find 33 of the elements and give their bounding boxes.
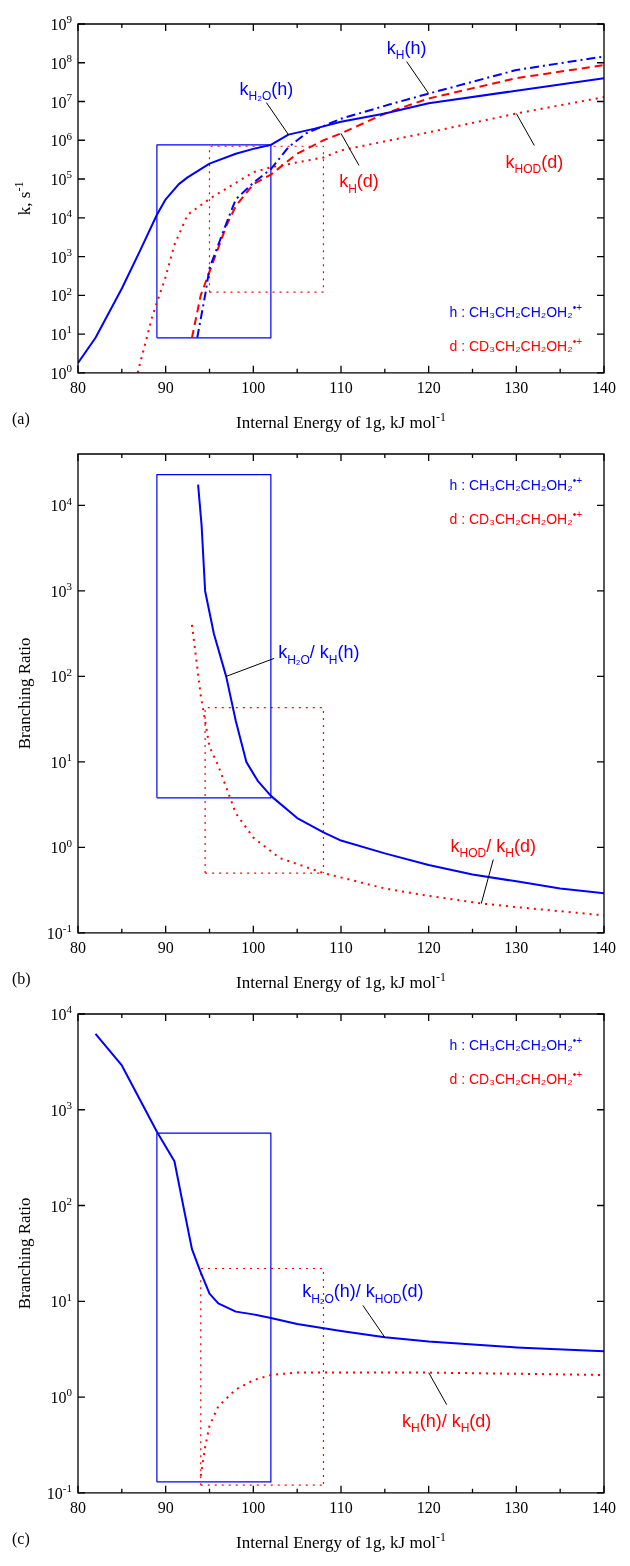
x-tick-label: 90 bbox=[157, 378, 174, 396]
x-tick-label: 90 bbox=[157, 1498, 174, 1516]
text: (b) bbox=[12, 970, 31, 988]
y-axis-title: Branching Ratio bbox=[15, 637, 34, 750]
annotation: d : CD₃CH₂CH₂OH₂•+ bbox=[449, 335, 583, 354]
text: (c) bbox=[12, 1530, 30, 1548]
x-tick-label: 110 bbox=[329, 938, 353, 956]
x-tick-label: 80 bbox=[70, 938, 86, 956]
x-tick-label: 110 bbox=[329, 378, 353, 396]
x-tick-label: 120 bbox=[416, 378, 441, 396]
x-tick-label: 120 bbox=[416, 938, 441, 956]
annotation: h : CH₃CH₂CH₂OH₂•+ bbox=[449, 475, 583, 493]
x-tick-label: 130 bbox=[504, 1498, 529, 1516]
x-tick-label: 100 bbox=[241, 378, 266, 396]
x-tick-label: 140 bbox=[592, 1498, 616, 1516]
x-tick-label: 130 bbox=[504, 378, 529, 396]
x-tick-label: 130 bbox=[504, 938, 529, 956]
x-tick-label: 90 bbox=[157, 938, 174, 956]
x-tick-label: 100 bbox=[241, 938, 266, 956]
annotation: d : CD₃CH₂CH₂OH₂•+ bbox=[449, 1069, 583, 1087]
x-tick-label: 80 bbox=[70, 1498, 86, 1516]
annotation: d : CD₃CH₂CH₂OH₂•+ bbox=[449, 509, 583, 527]
x-tick-label: 140 bbox=[592, 938, 616, 956]
x-tick-label: 80 bbox=[70, 378, 86, 396]
y-axis-title: k, s-1 bbox=[11, 181, 34, 216]
x-tick-label: 110 bbox=[329, 1498, 353, 1516]
x-tick-label: 140 bbox=[592, 378, 616, 396]
y-axis-title: Branching Ratio bbox=[15, 1197, 34, 1310]
annotation: h : CH₃CH₂CH₂OH₂•+ bbox=[449, 301, 583, 320]
x-tick-label: 100 bbox=[241, 1498, 266, 1516]
annotation: h : CH₃CH₂CH₂OH₂•+ bbox=[449, 1035, 583, 1053]
text: (a) bbox=[12, 410, 30, 428]
x-tick-label: 120 bbox=[416, 1498, 441, 1516]
